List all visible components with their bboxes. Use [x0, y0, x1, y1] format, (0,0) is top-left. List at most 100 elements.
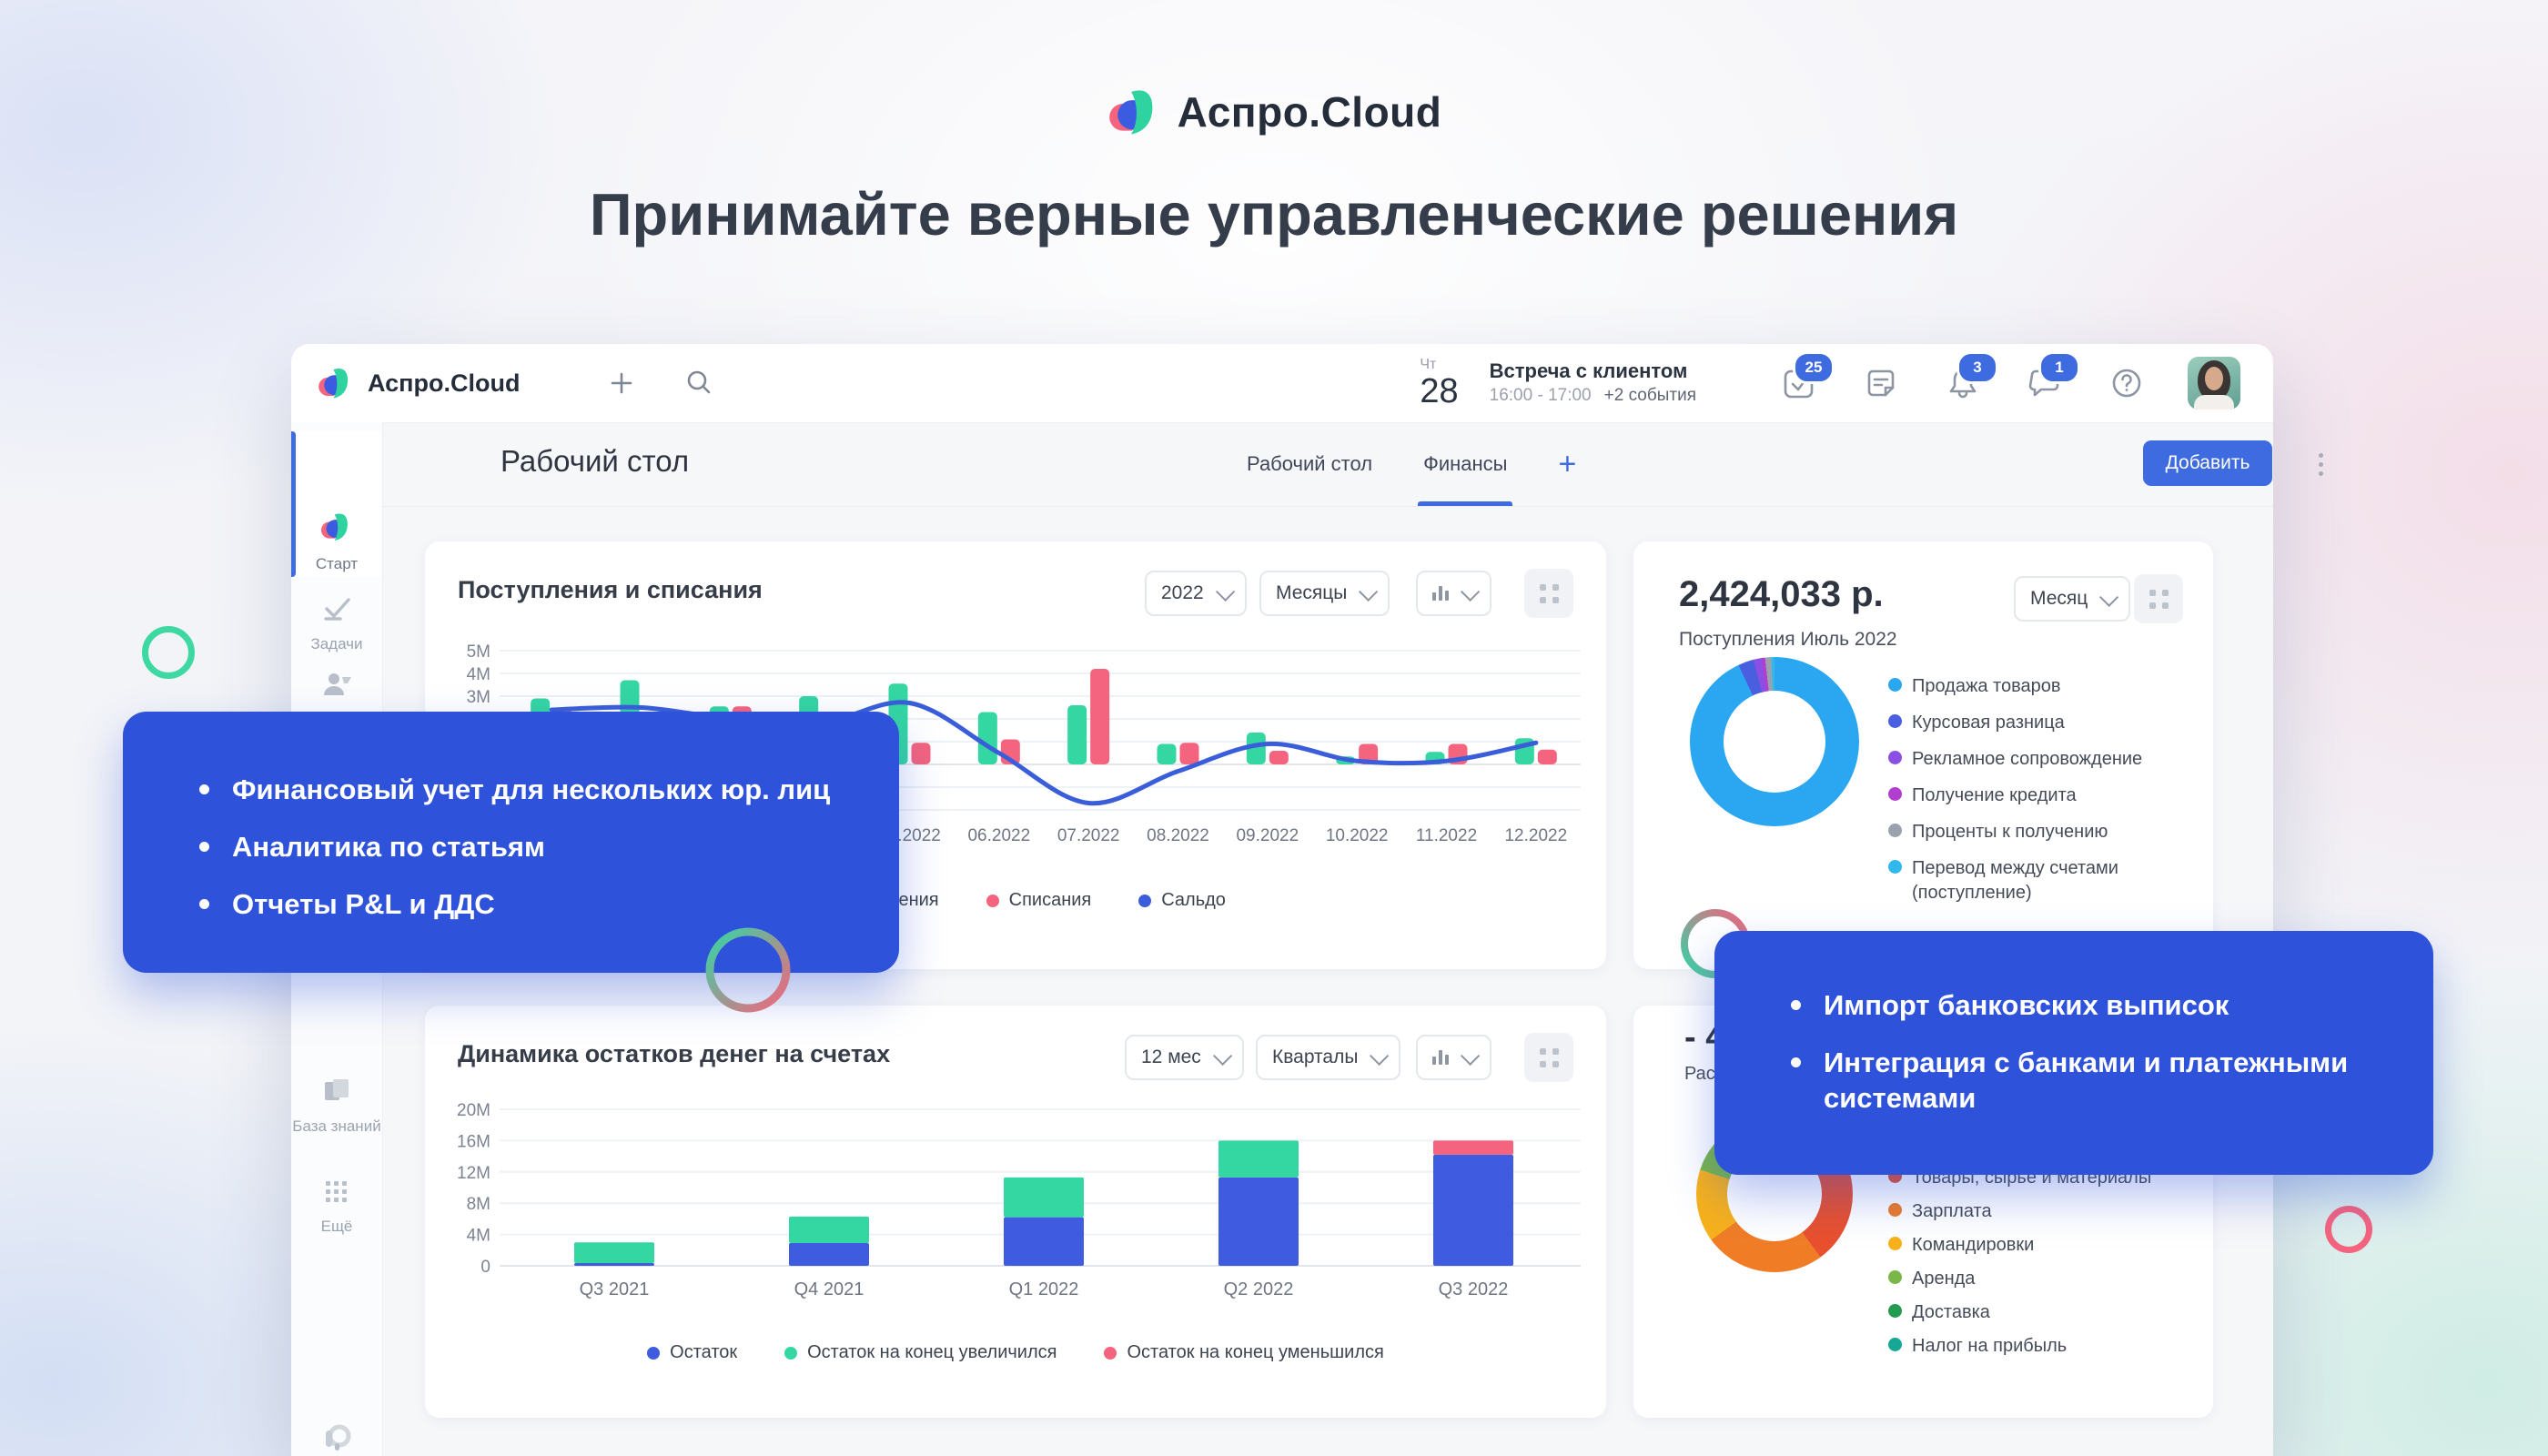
event-summary[interactable]: Встреча с клиентом 16:00 - 17:00 +2 событ… [1490, 359, 1696, 407]
chevron-down-icon [1461, 1046, 1481, 1066]
svg-text:Q1 2022: Q1 2022 [1009, 1279, 1079, 1299]
sidebar-item-knowledge-base[interactable]: База знаний [291, 1074, 382, 1138]
legend-item[interactable]: Зарплата [1888, 1199, 2151, 1224]
callout-bullet: Отчеты P&L и ДДС [199, 886, 863, 922]
page-title: Принимайте верные управленческие решения [589, 181, 1959, 248]
range-filter-value: 12 мес [1141, 1046, 1201, 1067]
card-income-structure: 2,424,033 р. Поступления Июль 2022 Месяц… [1633, 541, 2213, 969]
sidebar-item-start[interactable]: Старт [291, 510, 382, 576]
notes-icon[interactable] [1862, 364, 1900, 402]
svg-text:12.2022: 12.2022 [1504, 826, 1567, 845]
create-plus-icon[interactable] [607, 369, 636, 398]
svg-text:Q4 2021: Q4 2021 [794, 1279, 864, 1299]
kebab-menu-icon[interactable] [2304, 448, 2337, 480]
legend-item[interactable]: Продажа товаров [1888, 674, 2176, 699]
sidebar-item-label: Старт [315, 555, 359, 572]
svg-text:5M: 5M [467, 642, 490, 662]
sidebar-item-label: База знаний [292, 1117, 381, 1135]
callout-bullet: Аналитика по статьям [199, 829, 863, 864]
chart-type-dropdown[interactable] [1416, 571, 1491, 616]
drag-handle[interactable] [1524, 569, 1573, 618]
period-filter-dropdown[interactable]: Месяцы [1259, 571, 1390, 616]
search-icon[interactable] [683, 368, 714, 399]
svg-text:3M: 3M [467, 688, 490, 707]
legend-item[interactable]: Проценты к получению [1888, 820, 2176, 844]
income-total-subtitle: Поступления Июль 2022 [1679, 629, 1897, 650]
range-filter-dropdown[interactable]: 12 мес [1125, 1035, 1244, 1080]
chart-type-dropdown[interactable] [1416, 1035, 1491, 1080]
hero-logo: Аспро.Cloud [0, 84, 2548, 140]
legend-item[interactable]: Получение кредита [1888, 784, 2176, 808]
help-icon[interactable] [2108, 364, 2146, 402]
event-extra: +2 события [1603, 385, 1696, 405]
legend-item[interactable]: Перевод между счетами (поступление) [1888, 856, 2176, 905]
svg-text:Q2 2022: Q2 2022 [1224, 1279, 1294, 1299]
legend-item[interactable]: Налог на прибыль [1888, 1334, 2151, 1359]
sidebar-active-background [291, 431, 381, 577]
chevron-down-icon [1215, 581, 1235, 602]
chevron-down-icon [1212, 1046, 1233, 1066]
legend-item[interactable]: Курсовая разница [1888, 711, 2176, 735]
card-title: Динамика остатков денег на счетах [458, 1040, 891, 1067]
svg-text:06.2022: 06.2022 [967, 826, 1030, 845]
balance-chart[interactable]: 20M 16M 12M 8M 4M 0 Q3 2021 Q4 2021 Q1 2022 Q2 20… [443, 1097, 1586, 1315]
legend-item[interactable]: Командировки [1888, 1233, 2151, 1258]
donut-legend: Товары, сырье и материалы Зарплата Коман… [1888, 1166, 2151, 1359]
calendar-date[interactable]: Чт 28 [1420, 358, 1459, 410]
chat-icon[interactable]: 1 [2026, 351, 2080, 402]
notifications-badge: 3 [1956, 351, 1998, 384]
app-logo-text: Аспро.Cloud [368, 369, 521, 397]
drag-handle[interactable] [1524, 1033, 1573, 1082]
notifications-bell-icon[interactable]: 3 [1944, 351, 1998, 402]
event-time: 16:00 - 17:00 +2 события [1489, 385, 1696, 405]
svg-text:Q3 2021: Q3 2021 [580, 1279, 650, 1299]
income-total-value: 2,424,033 р. [1679, 574, 1884, 614]
sidebar-active-indicator [291, 431, 296, 577]
card-balance-dynamics: Динамика остатков денег на счетах 12 мес… [425, 1006, 1606, 1418]
svg-text:11.2022: 11.2022 [1416, 826, 1477, 845]
svg-text:4M: 4M [467, 1227, 490, 1246]
sidebar-announcement-button[interactable] [291, 1420, 382, 1456]
expense-total-subtitle: Расх [1684, 1064, 1724, 1084]
legend-item[interactable]: Доставка [1888, 1300, 2151, 1325]
sidebar-item-tasks[interactable]: Задачи [291, 592, 382, 656]
legend-item[interactable]: Остаток на конец уменьшился [1104, 1342, 1384, 1363]
period-filter-value: Кварталы [1272, 1046, 1359, 1067]
bar-chart-icon [1432, 586, 1449, 601]
donut-legend: Продажа товаров Курсовая разница Рекламн… [1888, 674, 2176, 905]
svg-text:4M: 4M [467, 665, 490, 684]
dashboard-title: Рабочий стол [500, 444, 690, 478]
legend-item[interactable]: Остаток на конец увеличился [784, 1342, 1057, 1363]
chart-legend: Остаток Остаток на конец увеличился Оста… [425, 1342, 1606, 1363]
drag-handle[interactable] [2134, 574, 2183, 623]
decor-ring-pink [2325, 1206, 2372, 1253]
user-avatar[interactable] [2188, 357, 2240, 410]
legend-item[interactable]: Аренда [1888, 1267, 2151, 1291]
app-window: Аспро.Cloud Чт 28 Встреча с клиентом 16:… [291, 344, 2323, 1456]
income-donut-chart[interactable] [1690, 657, 1859, 826]
content-header: Рабочий стол Рабочий стол Финансы + Доба… [382, 422, 2323, 507]
period-filter-dropdown[interactable]: Месяц [2014, 576, 2131, 622]
sidebar-item-more[interactable]: Ещё [291, 1176, 382, 1239]
tab-desktop[interactable]: Рабочий стол [1247, 452, 1373, 475]
start-icon [320, 513, 348, 541]
tasks-icon[interactable]: 25 [1780, 351, 1835, 402]
callout-finance-features: Финансовый учет для нескольких юр. лиц А… [123, 712, 899, 973]
card-title: Поступления и списания [458, 576, 763, 603]
legend-item[interactable]: Остаток [647, 1342, 737, 1363]
legend-item[interactable]: Рекламное сопровождение [1888, 747, 2176, 772]
chevron-down-icon [1370, 1046, 1390, 1066]
legend-item[interactable]: Списания [986, 890, 1091, 911]
sidebar-item-label: Ещё [320, 1218, 353, 1235]
period-filter-dropdown[interactable]: Кварталы [1256, 1035, 1401, 1080]
add-widget-button[interactable]: Добавить [2143, 440, 2272, 486]
knowledge-base-icon [325, 1079, 349, 1100]
year-filter-dropdown[interactable]: 2022 [1145, 571, 1247, 616]
date-day: 28 [1420, 372, 1459, 410]
svg-text:20M: 20M [457, 1101, 490, 1120]
tab-add-button[interactable]: + [1558, 446, 1577, 481]
tab-finance[interactable]: Финансы [1423, 422, 1507, 506]
legend-item[interactable]: Сальдо [1138, 890, 1226, 911]
tasks-check-icon [324, 598, 350, 621]
